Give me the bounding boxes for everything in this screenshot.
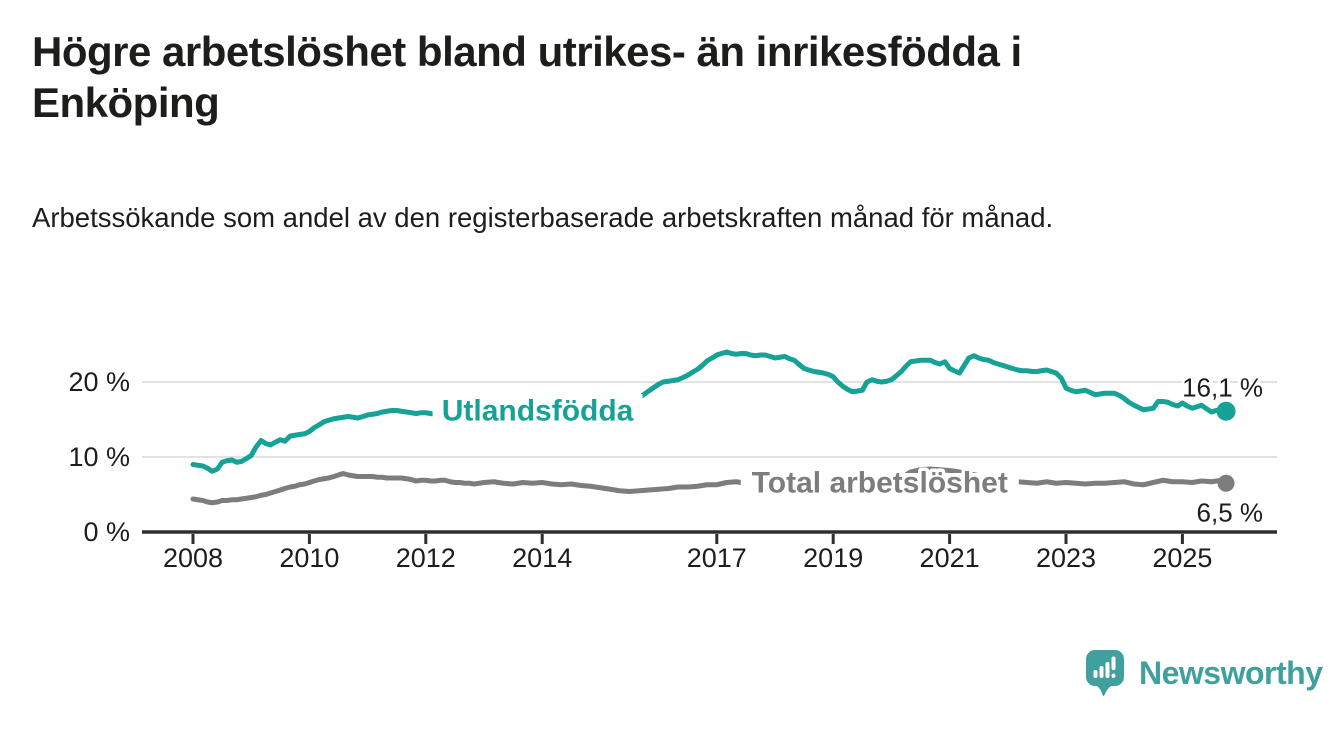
- newsworthy-logo-icon: [1086, 650, 1124, 696]
- series-end-value-total-arbetsl-shet: 6,5 %: [1197, 497, 1264, 527]
- series-end-dot-total-arbetsl-shet: [1217, 474, 1235, 492]
- x-tick-label: 2008: [163, 543, 223, 573]
- y-tick-label: 10 %: [68, 442, 130, 472]
- x-tick-label: 2021: [920, 543, 980, 573]
- page-subtitle: Arbetssökande som andel av den registerb…: [32, 202, 1054, 233]
- newsworthy-logo: Newsworthy: [1086, 650, 1323, 697]
- newsworthy-logo-text: Newsworthy: [1139, 655, 1323, 691]
- y-tick-label: 0 %: [83, 517, 130, 547]
- series-end-value-utlandsf-dda: 16,1 %: [1182, 372, 1263, 402]
- x-tick-label: 2014: [512, 543, 572, 573]
- series-line-utlandsf-dda: [190, 349, 1229, 474]
- exclamation-stem: [1111, 656, 1116, 670]
- unemployment-line-chart: 2008 2010 2012 2014 2017 2019 2021 2023 2025 0 % 1…: [68, 349, 1277, 573]
- series-label-utlandsf-dda: Utlandsfödda: [442, 395, 634, 428]
- speech-bubble-shape: [1086, 650, 1124, 696]
- series-label-mask: [432, 394, 643, 428]
- page-title: Högre arbetslöshet bland utrikes- än inr…: [32, 28, 1022, 126]
- x-tick-label: 2019: [803, 543, 863, 573]
- y-tick-label: 20 %: [68, 367, 130, 397]
- x-tick-label: 2023: [1036, 543, 1096, 573]
- exclamation-dot: [1111, 673, 1116, 678]
- x-tick-label: 2010: [279, 543, 339, 573]
- series-end-dot-utlandsf-dda: [1216, 401, 1236, 421]
- bar-2: [1099, 666, 1104, 678]
- series-label-total-arbetsl-shet: Total arbetslöshet: [752, 467, 1008, 500]
- series-label-mask: [740, 473, 1019, 501]
- series-line-total-arbetsl-shet: [190, 466, 1229, 506]
- bar-3: [1105, 662, 1110, 678]
- x-tick-label: 2017: [687, 543, 747, 573]
- x-tick-label: 2012: [396, 543, 456, 573]
- bar-1: [1093, 670, 1098, 678]
- x-tick-label: 2025: [1152, 543, 1212, 573]
